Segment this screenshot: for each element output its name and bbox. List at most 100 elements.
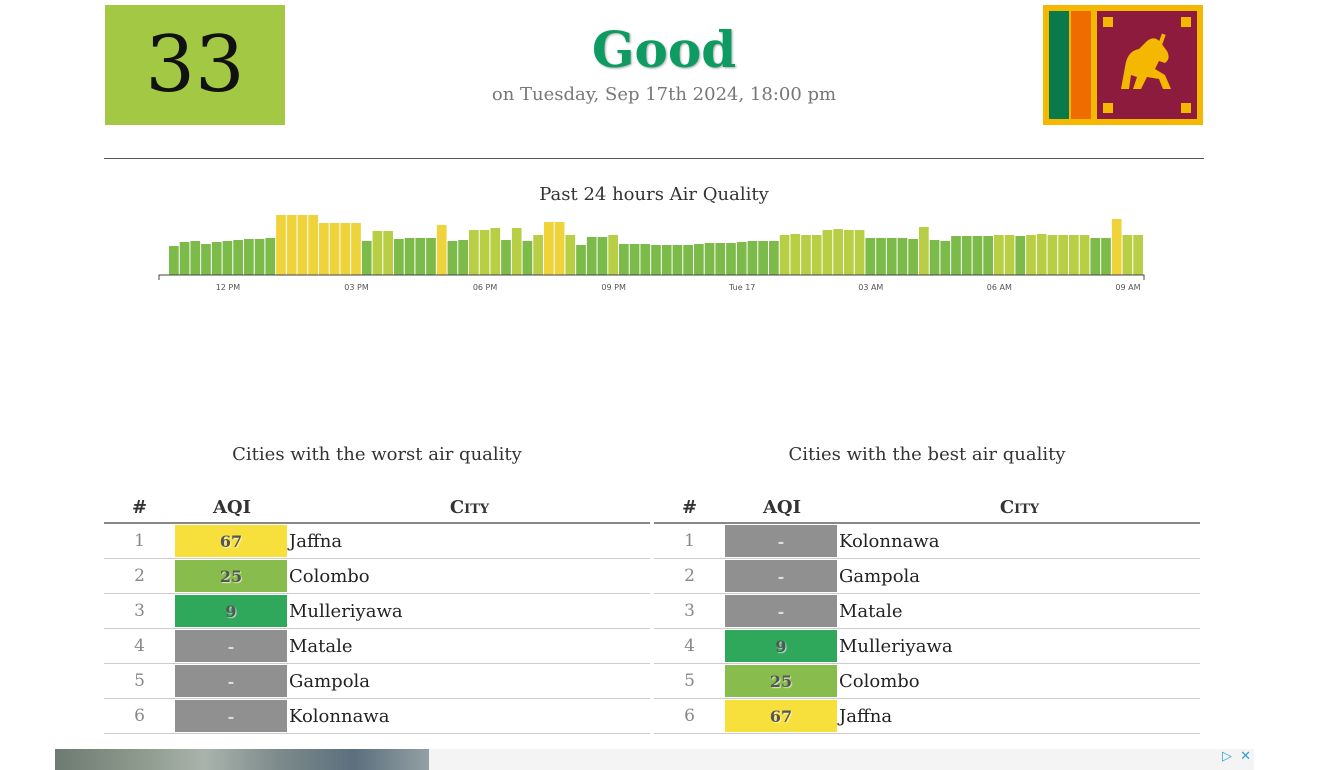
city-link[interactable]: Jaffna [839, 698, 1200, 734]
chart-bar[interactable] [1133, 235, 1143, 275]
city-link[interactable]: Gampola [289, 663, 650, 699]
chart-bar[interactable] [265, 238, 276, 275]
table-row[interactable]: 4 9 Mulleriyawa [654, 628, 1200, 664]
chart-bar[interactable] [640, 244, 651, 275]
chart-bar[interactable] [554, 222, 565, 275]
chart-bar[interactable] [886, 238, 897, 275]
close-icon[interactable]: ✕ [1240, 749, 1252, 764]
city-link[interactable]: Colombo [839, 663, 1200, 699]
table-row[interactable]: 1- Kolonnawa [654, 523, 1200, 559]
chart-bar[interactable] [201, 244, 211, 275]
chart-bar[interactable] [1090, 238, 1101, 275]
chart-bar[interactable] [222, 241, 233, 275]
chart-bar[interactable] [651, 245, 661, 275]
ad-image[interactable] [55, 749, 429, 770]
chart-bar[interactable] [254, 239, 265, 275]
chart-bar[interactable] [736, 242, 747, 275]
chart-bar[interactable] [811, 235, 822, 275]
chart-bar[interactable] [1069, 235, 1079, 275]
table-row[interactable]: 2 25 Colombo [104, 558, 650, 594]
chart-bar[interactable] [661, 245, 672, 275]
chart-bar[interactable] [436, 225, 447, 275]
chart-bar[interactable] [211, 242, 222, 275]
city-link[interactable]: Mulleriyawa [289, 593, 650, 629]
chart-bar[interactable] [844, 230, 854, 275]
chart-bar[interactable] [597, 237, 608, 275]
chart-bar[interactable] [565, 235, 576, 275]
chart-bar[interactable] [1111, 219, 1122, 275]
chart-bar[interactable] [790, 234, 801, 275]
chart-bar[interactable] [1058, 235, 1068, 275]
city-link[interactable]: Colombo [289, 558, 650, 594]
chart-bar[interactable] [544, 222, 554, 275]
chart-bar[interactable] [940, 241, 951, 275]
table-row[interactable]: 3 9 Mulleriyawa [104, 593, 650, 629]
chart-bar[interactable] [286, 215, 297, 275]
chart-bar[interactable] [694, 244, 704, 275]
chart-bar[interactable] [972, 236, 983, 275]
chart-bar[interactable] [865, 238, 876, 275]
city-link[interactable]: Kolonnawa [289, 698, 650, 734]
chart-bar[interactable] [276, 215, 286, 275]
chart-bar[interactable] [715, 243, 726, 275]
chart-bar[interactable] [983, 236, 993, 275]
chart-bar[interactable] [1026, 235, 1036, 275]
chart-bar[interactable] [908, 239, 918, 275]
chart-bar[interactable] [361, 241, 372, 275]
chart-bar[interactable] [533, 235, 543, 275]
chart-bar[interactable] [586, 237, 597, 275]
chart-bar[interactable] [415, 238, 426, 275]
chart-bar[interactable] [458, 240, 468, 275]
chart-bar[interactable] [704, 243, 715, 275]
chart-bar[interactable] [169, 246, 179, 275]
city-link[interactable]: Mulleriyawa [839, 628, 1200, 664]
chart-bar[interactable] [833, 229, 843, 275]
chart-bar[interactable] [511, 228, 522, 275]
chart-bar[interactable] [340, 223, 351, 275]
chart-bar[interactable] [394, 239, 404, 275]
chart-bar[interactable] [297, 215, 308, 275]
chart-bar[interactable] [1015, 236, 1026, 275]
chart-bar[interactable] [501, 240, 511, 275]
chart-bar[interactable] [779, 235, 790, 275]
chart-bar[interactable] [608, 235, 618, 275]
chart-bar[interactable] [233, 240, 243, 275]
chart-bar[interactable] [994, 235, 1004, 275]
table-row[interactable]: 5- Gampola [104, 663, 650, 699]
chart-bar[interactable] [479, 230, 490, 275]
chart-bar[interactable] [951, 236, 961, 275]
table-row[interactable]: 1 67 Jaffna [104, 523, 650, 559]
chart-bar[interactable] [179, 242, 190, 275]
chart-bar[interactable] [747, 241, 758, 275]
chart-bar[interactable] [1079, 235, 1090, 275]
chart-bar[interactable] [576, 245, 586, 275]
chart-bar[interactable] [619, 244, 629, 275]
chart-bar[interactable] [801, 235, 811, 275]
table-row[interactable]: 6 67 Jaffna [654, 698, 1200, 734]
chart-bar[interactable] [308, 215, 318, 275]
chart-bar[interactable] [683, 245, 693, 275]
chart-bar[interactable] [1004, 235, 1015, 275]
table-row[interactable]: 4- Matale [104, 628, 650, 664]
chart-bar[interactable] [1036, 234, 1047, 275]
city-link[interactable]: Kolonnawa [839, 523, 1200, 559]
chart-bar[interactable] [190, 241, 201, 275]
chart-bar[interactable] [1101, 238, 1111, 275]
chart-bar[interactable] [372, 231, 383, 275]
ad-choices-icon[interactable]: ▷ [1222, 749, 1232, 764]
chart-bar[interactable] [469, 230, 479, 275]
chart-bar[interactable] [758, 241, 768, 275]
chart-bar[interactable] [447, 241, 458, 275]
chart-bar[interactable] [769, 241, 779, 275]
table-row[interactable]: 5 25 Colombo [654, 663, 1200, 699]
chart-bar[interactable] [876, 238, 886, 275]
city-link[interactable]: Matale [839, 593, 1200, 629]
chart-bar[interactable] [244, 239, 254, 275]
table-row[interactable]: 2- Gampola [654, 558, 1200, 594]
chart-bar[interactable] [822, 230, 833, 275]
chart-bar[interactable] [383, 231, 393, 275]
chart-bar[interactable] [426, 238, 436, 275]
chart-bar[interactable] [854, 230, 865, 275]
chart-bar[interactable] [961, 236, 972, 275]
chart-bar[interactable] [1122, 235, 1133, 275]
